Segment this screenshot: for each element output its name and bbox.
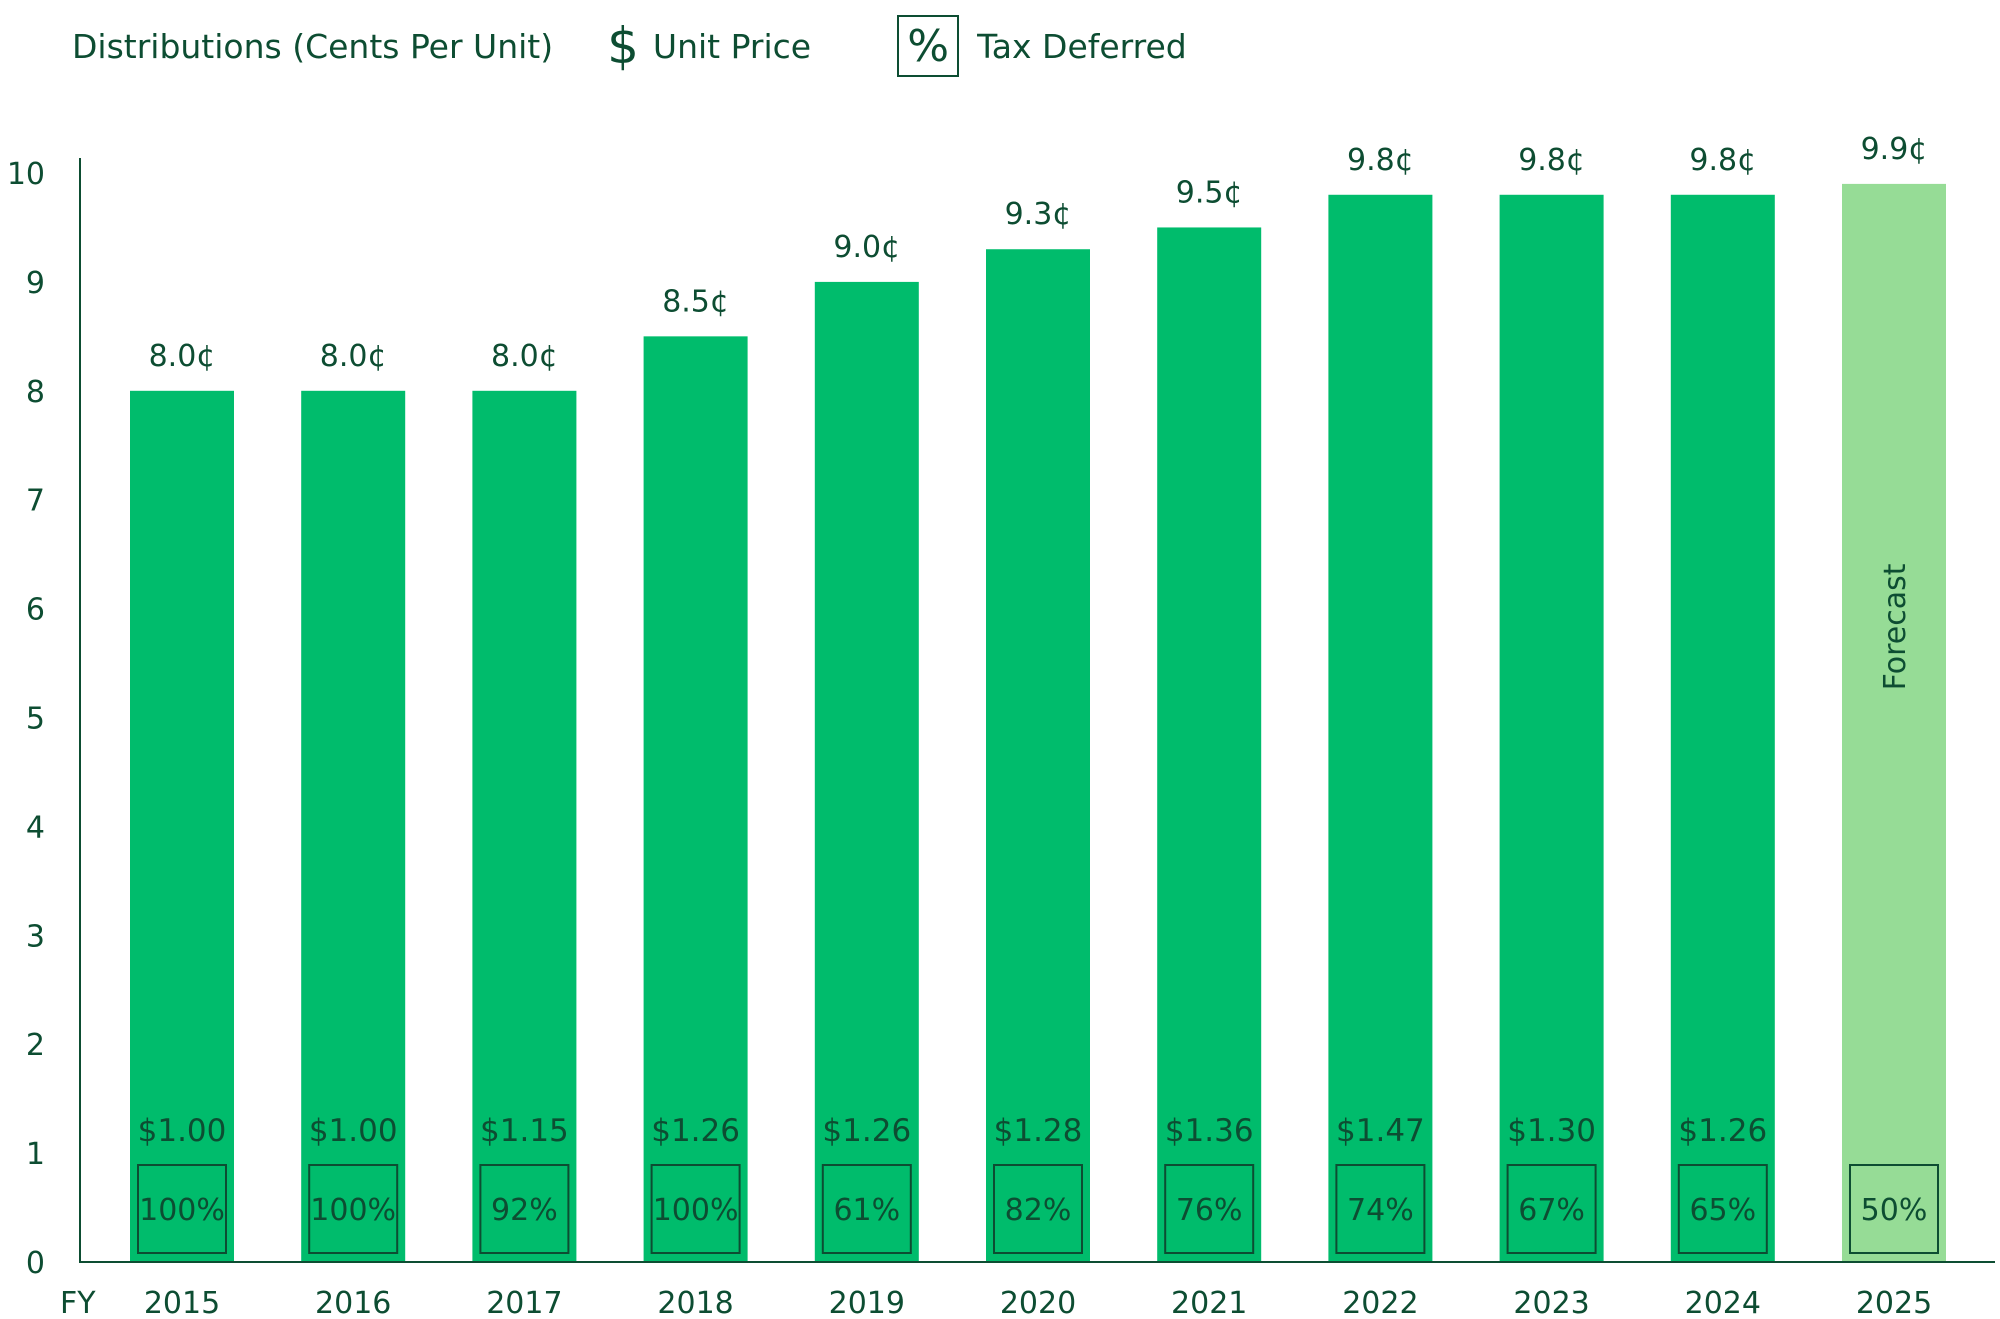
unit-price-label: $1.15 bbox=[480, 1113, 569, 1149]
tax-deferred-box bbox=[1335, 1164, 1426, 1254]
bar bbox=[1670, 194, 1775, 1262]
bar-value-label: 8.0¢ bbox=[320, 339, 387, 374]
bar-value-label: 9.8¢ bbox=[1689, 143, 1756, 178]
x-tick-label: 2019 bbox=[829, 1286, 905, 1319]
bar-value-label: 9.8¢ bbox=[1518, 143, 1585, 178]
tax-deferred-label: 50% bbox=[1861, 1193, 1928, 1228]
unit-price-label: $1.26 bbox=[1678, 1113, 1767, 1149]
legend-title: Distributions (Cents Per Unit) bbox=[72, 26, 554, 66]
bar-value-label: 9.0¢ bbox=[833, 230, 900, 265]
tax-deferred-box bbox=[1506, 1164, 1597, 1254]
tax-deferred-box bbox=[137, 1164, 227, 1254]
y-tick-label: 8 bbox=[26, 375, 45, 410]
y-tick-label: 10 bbox=[7, 157, 45, 192]
legend-unit-price-label: Unit Price bbox=[652, 26, 812, 66]
forecast-label: Forecast bbox=[1878, 563, 1913, 690]
tax-deferred-label: 100% bbox=[310, 1193, 396, 1228]
unit-price-label: $1.00 bbox=[309, 1113, 398, 1149]
x-tick-label: 2025 bbox=[1856, 1286, 1932, 1319]
y-tick-label: 1 bbox=[26, 1137, 45, 1172]
unit-price-label: $1.36 bbox=[1165, 1113, 1254, 1149]
y-tick-label: 7 bbox=[26, 484, 45, 519]
unit-price-label: $1.47 bbox=[1336, 1113, 1425, 1149]
bar bbox=[472, 390, 577, 1262]
unit-price-label: $1.26 bbox=[822, 1113, 911, 1149]
tax-deferred-label: 65% bbox=[1689, 1193, 1756, 1228]
unit-price-label: $1.30 bbox=[1507, 1113, 1596, 1149]
bar-value-label: 8.0¢ bbox=[491, 339, 558, 374]
percent-box-icon: % bbox=[897, 15, 960, 77]
y-tick-label: 9 bbox=[26, 266, 45, 301]
bar bbox=[1157, 227, 1262, 1263]
tax-deferred-box bbox=[479, 1164, 570, 1254]
y-tick-label: 4 bbox=[26, 810, 45, 845]
bar-value-label: 8.5¢ bbox=[662, 284, 729, 319]
bar-value-label: 8.0¢ bbox=[149, 339, 216, 374]
tax-deferred-box bbox=[650, 1164, 741, 1254]
tax-deferred-box bbox=[308, 1164, 399, 1254]
tax-deferred-label: 100% bbox=[653, 1193, 739, 1228]
unit-price-label: $1.26 bbox=[651, 1113, 740, 1149]
legend-tax-deferred-label: Tax Deferred bbox=[977, 26, 1187, 66]
x-tick-label: 2022 bbox=[1342, 1286, 1418, 1319]
tax-deferred-label: 100% bbox=[139, 1193, 225, 1228]
tax-deferred-box bbox=[993, 1164, 1083, 1254]
forecast-bar bbox=[1842, 183, 1946, 1262]
bar bbox=[814, 281, 919, 1262]
tax-deferred-label: 92% bbox=[491, 1193, 558, 1228]
tax-deferred-box bbox=[821, 1164, 912, 1254]
x-tick-label: 2017 bbox=[486, 1286, 562, 1319]
tax-deferred-label: 61% bbox=[833, 1193, 900, 1228]
bar bbox=[130, 390, 234, 1262]
unit-price-label: $1.00 bbox=[138, 1113, 227, 1149]
unit-price-label: $1.28 bbox=[994, 1113, 1083, 1149]
legend: Distributions (Cents Per Unit) $ Unit Pr… bbox=[72, 15, 1187, 77]
y-tick-label: 0 bbox=[26, 1246, 45, 1281]
tax-deferred-label: 82% bbox=[1005, 1193, 1072, 1228]
y-tick-label: 3 bbox=[26, 919, 45, 954]
bar-value-label: 9.9¢ bbox=[1861, 132, 1928, 167]
x-tick-label: 2018 bbox=[657, 1286, 733, 1319]
bar bbox=[301, 390, 406, 1262]
tax-deferred-box bbox=[1849, 1164, 1939, 1254]
bar-value-label: 9.5¢ bbox=[1176, 175, 1243, 210]
bar bbox=[986, 249, 1090, 1263]
bar-value-label: 9.3¢ bbox=[1005, 197, 1072, 232]
y-tick-label: 2 bbox=[26, 1028, 45, 1063]
dollar-icon: $ bbox=[607, 17, 639, 75]
x-axis-label: FY bbox=[60, 1286, 96, 1319]
bar-value-label: 9.8¢ bbox=[1347, 143, 1414, 178]
x-tick-label: 2021 bbox=[1171, 1286, 1247, 1319]
tax-deferred-box bbox=[1164, 1164, 1255, 1254]
y-tick-label: 6 bbox=[26, 593, 45, 628]
x-tick-label: 2023 bbox=[1513, 1286, 1589, 1319]
bar bbox=[1499, 194, 1604, 1262]
tax-deferred-label: 74% bbox=[1347, 1193, 1414, 1228]
bar bbox=[643, 336, 748, 1263]
x-tick-label: 2016 bbox=[315, 1286, 391, 1319]
x-tick-label: 2015 bbox=[144, 1286, 220, 1319]
tax-deferred-label: 76% bbox=[1176, 1193, 1243, 1228]
x-tick-label: 2020 bbox=[1000, 1286, 1076, 1319]
y-tick-label: 5 bbox=[26, 702, 45, 737]
bar bbox=[1328, 194, 1433, 1262]
tax-deferred-label: 67% bbox=[1518, 1193, 1585, 1228]
x-tick-label: 2024 bbox=[1685, 1286, 1761, 1319]
tax-deferred-box bbox=[1677, 1164, 1768, 1254]
